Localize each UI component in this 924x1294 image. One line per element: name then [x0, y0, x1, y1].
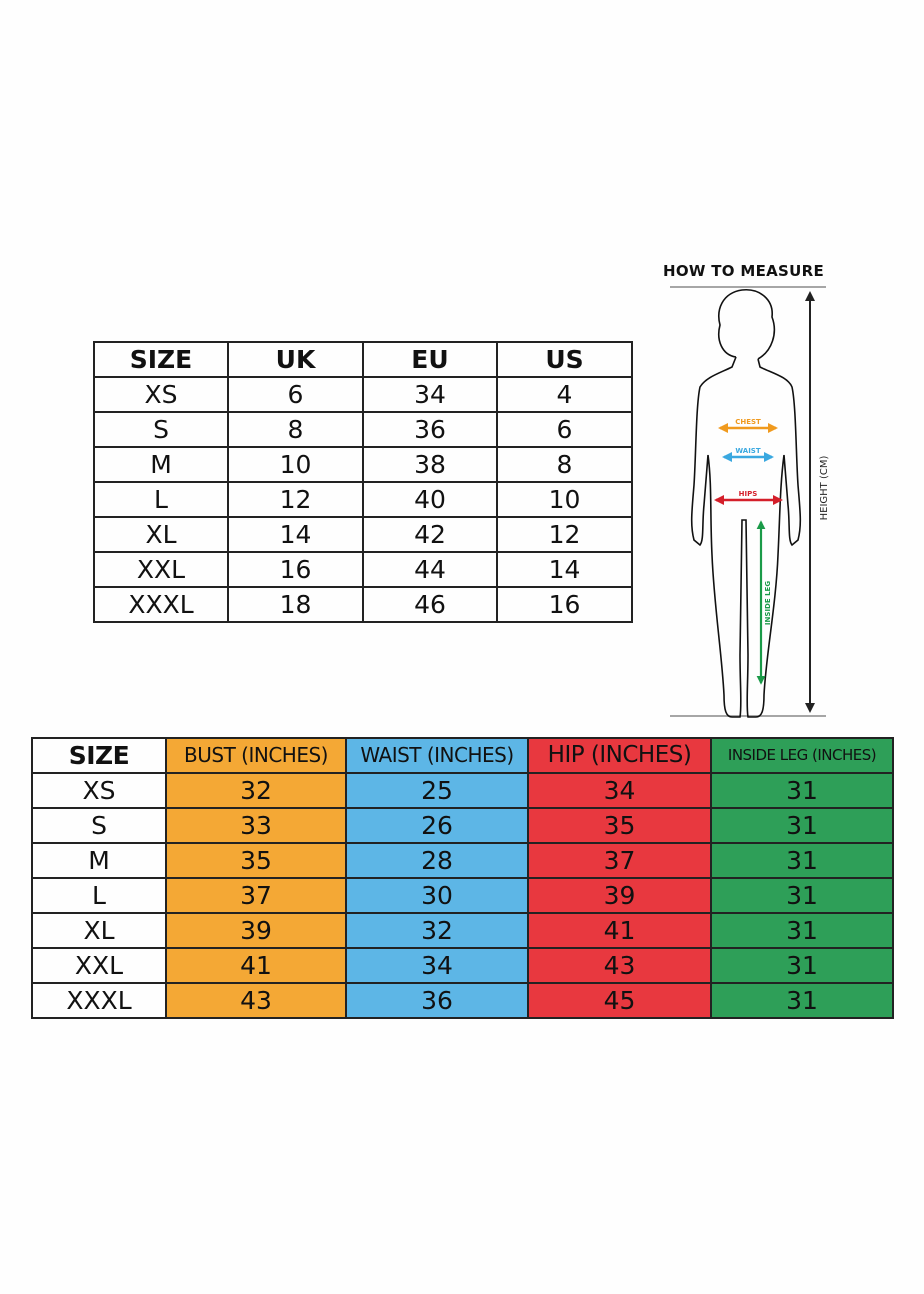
value-cell: 43	[165, 982, 347, 1019]
height-label: HEIGHT (CM)	[819, 456, 830, 521]
column-header: HIP (INCHES)	[527, 737, 712, 774]
value-cell: 31	[710, 947, 894, 984]
body-measurement-diagram: CHEST WAIST HIPS INSIDE LEG HEIGHT (CM)	[670, 286, 830, 718]
table-row: M 10 38 8	[93, 446, 633, 483]
value-cell: 37	[527, 842, 712, 879]
size-cell: XXXL	[31, 982, 167, 1019]
value-cell: 32	[345, 912, 529, 949]
value-cell: 30	[345, 877, 529, 914]
value-cell: 39	[165, 912, 347, 949]
value-cell: 12	[227, 481, 364, 518]
value-cell: 12	[496, 516, 633, 553]
column-header: INSIDE LEG (INCHES)	[710, 737, 894, 774]
size-conversion-table: SIZE UK EU US XS 6 34 4 S 8 36 6 M 10 38 8 L 12 40 10 XL 14 4…	[93, 341, 633, 623]
value-cell: 8	[496, 446, 633, 483]
value-cell: 31	[710, 807, 894, 844]
size-cell: M	[31, 842, 167, 879]
measurement-table: SIZE BUST (INCHES) WAIST (INCHES) HIP (INCH…	[31, 737, 894, 1019]
silhouette-icon	[690, 289, 802, 718]
value-cell: 25	[345, 772, 529, 809]
value-cell: 31	[710, 842, 894, 879]
table-row: XL 14 42 12	[93, 516, 633, 553]
value-cell: 41	[527, 912, 712, 949]
table-row: XXXL 43 36 45 31	[31, 982, 894, 1019]
table-header-row: SIZE BUST (INCHES) WAIST (INCHES) HIP (INCH…	[31, 737, 894, 774]
table-header-row: SIZE UK EU US	[93, 341, 633, 378]
column-header: BUST (INCHES)	[165, 737, 347, 774]
value-cell: 34	[362, 376, 498, 413]
table-row: XS 32 25 34 31	[31, 772, 894, 809]
size-cell: L	[93, 481, 229, 518]
table-row: S 8 36 6	[93, 411, 633, 448]
value-cell: 39	[527, 877, 712, 914]
table-row: M 35 28 37 31	[31, 842, 894, 879]
size-cell: L	[31, 877, 167, 914]
table-row: XXL 16 44 14	[93, 551, 633, 588]
size-cell: XS	[93, 376, 229, 413]
value-cell: 36	[362, 411, 498, 448]
value-cell: 44	[362, 551, 498, 588]
value-cell: 35	[527, 807, 712, 844]
value-cell: 37	[165, 877, 347, 914]
value-cell: 41	[165, 947, 347, 984]
value-cell: 4	[496, 376, 633, 413]
value-cell: 8	[227, 411, 364, 448]
table-row: XL 39 32 41 31	[31, 912, 894, 949]
value-cell: 6	[496, 411, 633, 448]
value-cell: 45	[527, 982, 712, 1019]
table-row: XXXL 18 46 16	[93, 586, 633, 623]
value-cell: 16	[227, 551, 364, 588]
value-cell: 10	[496, 481, 633, 518]
value-cell: 14	[227, 516, 364, 553]
size-cell: M	[93, 446, 229, 483]
table-row: L 12 40 10	[93, 481, 633, 518]
value-cell: 36	[345, 982, 529, 1019]
hips-label: HIPS	[739, 490, 758, 498]
value-cell: 35	[165, 842, 347, 879]
column-header: SIZE	[93, 341, 229, 378]
value-cell: 31	[710, 982, 894, 1019]
chest-label: CHEST	[735, 418, 761, 426]
value-cell: 31	[710, 912, 894, 949]
value-cell: 43	[527, 947, 712, 984]
table-row: S 33 26 35 31	[31, 807, 894, 844]
value-cell: 42	[362, 516, 498, 553]
value-cell: 38	[362, 446, 498, 483]
value-cell: 46	[362, 586, 498, 623]
value-cell: 32	[165, 772, 347, 809]
table-row: XXL 41 34 43 31	[31, 947, 894, 984]
value-cell: 10	[227, 446, 364, 483]
value-cell: 34	[527, 772, 712, 809]
waist-label: WAIST	[735, 447, 760, 455]
column-header: EU	[362, 341, 498, 378]
value-cell: 31	[710, 772, 894, 809]
value-cell: 14	[496, 551, 633, 588]
value-cell: 26	[345, 807, 529, 844]
table-row: L 37 30 39 31	[31, 877, 894, 914]
column-header: WAIST (INCHES)	[345, 737, 529, 774]
size-cell: XXL	[31, 947, 167, 984]
column-header: UK	[227, 341, 364, 378]
value-cell: 33	[165, 807, 347, 844]
value-cell: 18	[227, 586, 364, 623]
value-cell: 28	[345, 842, 529, 879]
size-cell: XXL	[93, 551, 229, 588]
size-cell: S	[31, 807, 167, 844]
value-cell: 31	[710, 877, 894, 914]
size-cell: S	[93, 411, 229, 448]
size-cell: XS	[31, 772, 167, 809]
column-header: US	[496, 341, 633, 378]
inside-leg-label: INSIDE LEG	[764, 581, 772, 625]
table-row: XS 6 34 4	[93, 376, 633, 413]
size-cell: XXXL	[93, 586, 229, 623]
how-to-measure-title: HOW TO MEASURE	[663, 262, 825, 280]
size-cell: XL	[93, 516, 229, 553]
column-header: SIZE	[31, 737, 167, 774]
value-cell: 16	[496, 586, 633, 623]
value-cell: 40	[362, 481, 498, 518]
value-cell: 34	[345, 947, 529, 984]
size-cell: XL	[31, 912, 167, 949]
value-cell: 6	[227, 376, 364, 413]
